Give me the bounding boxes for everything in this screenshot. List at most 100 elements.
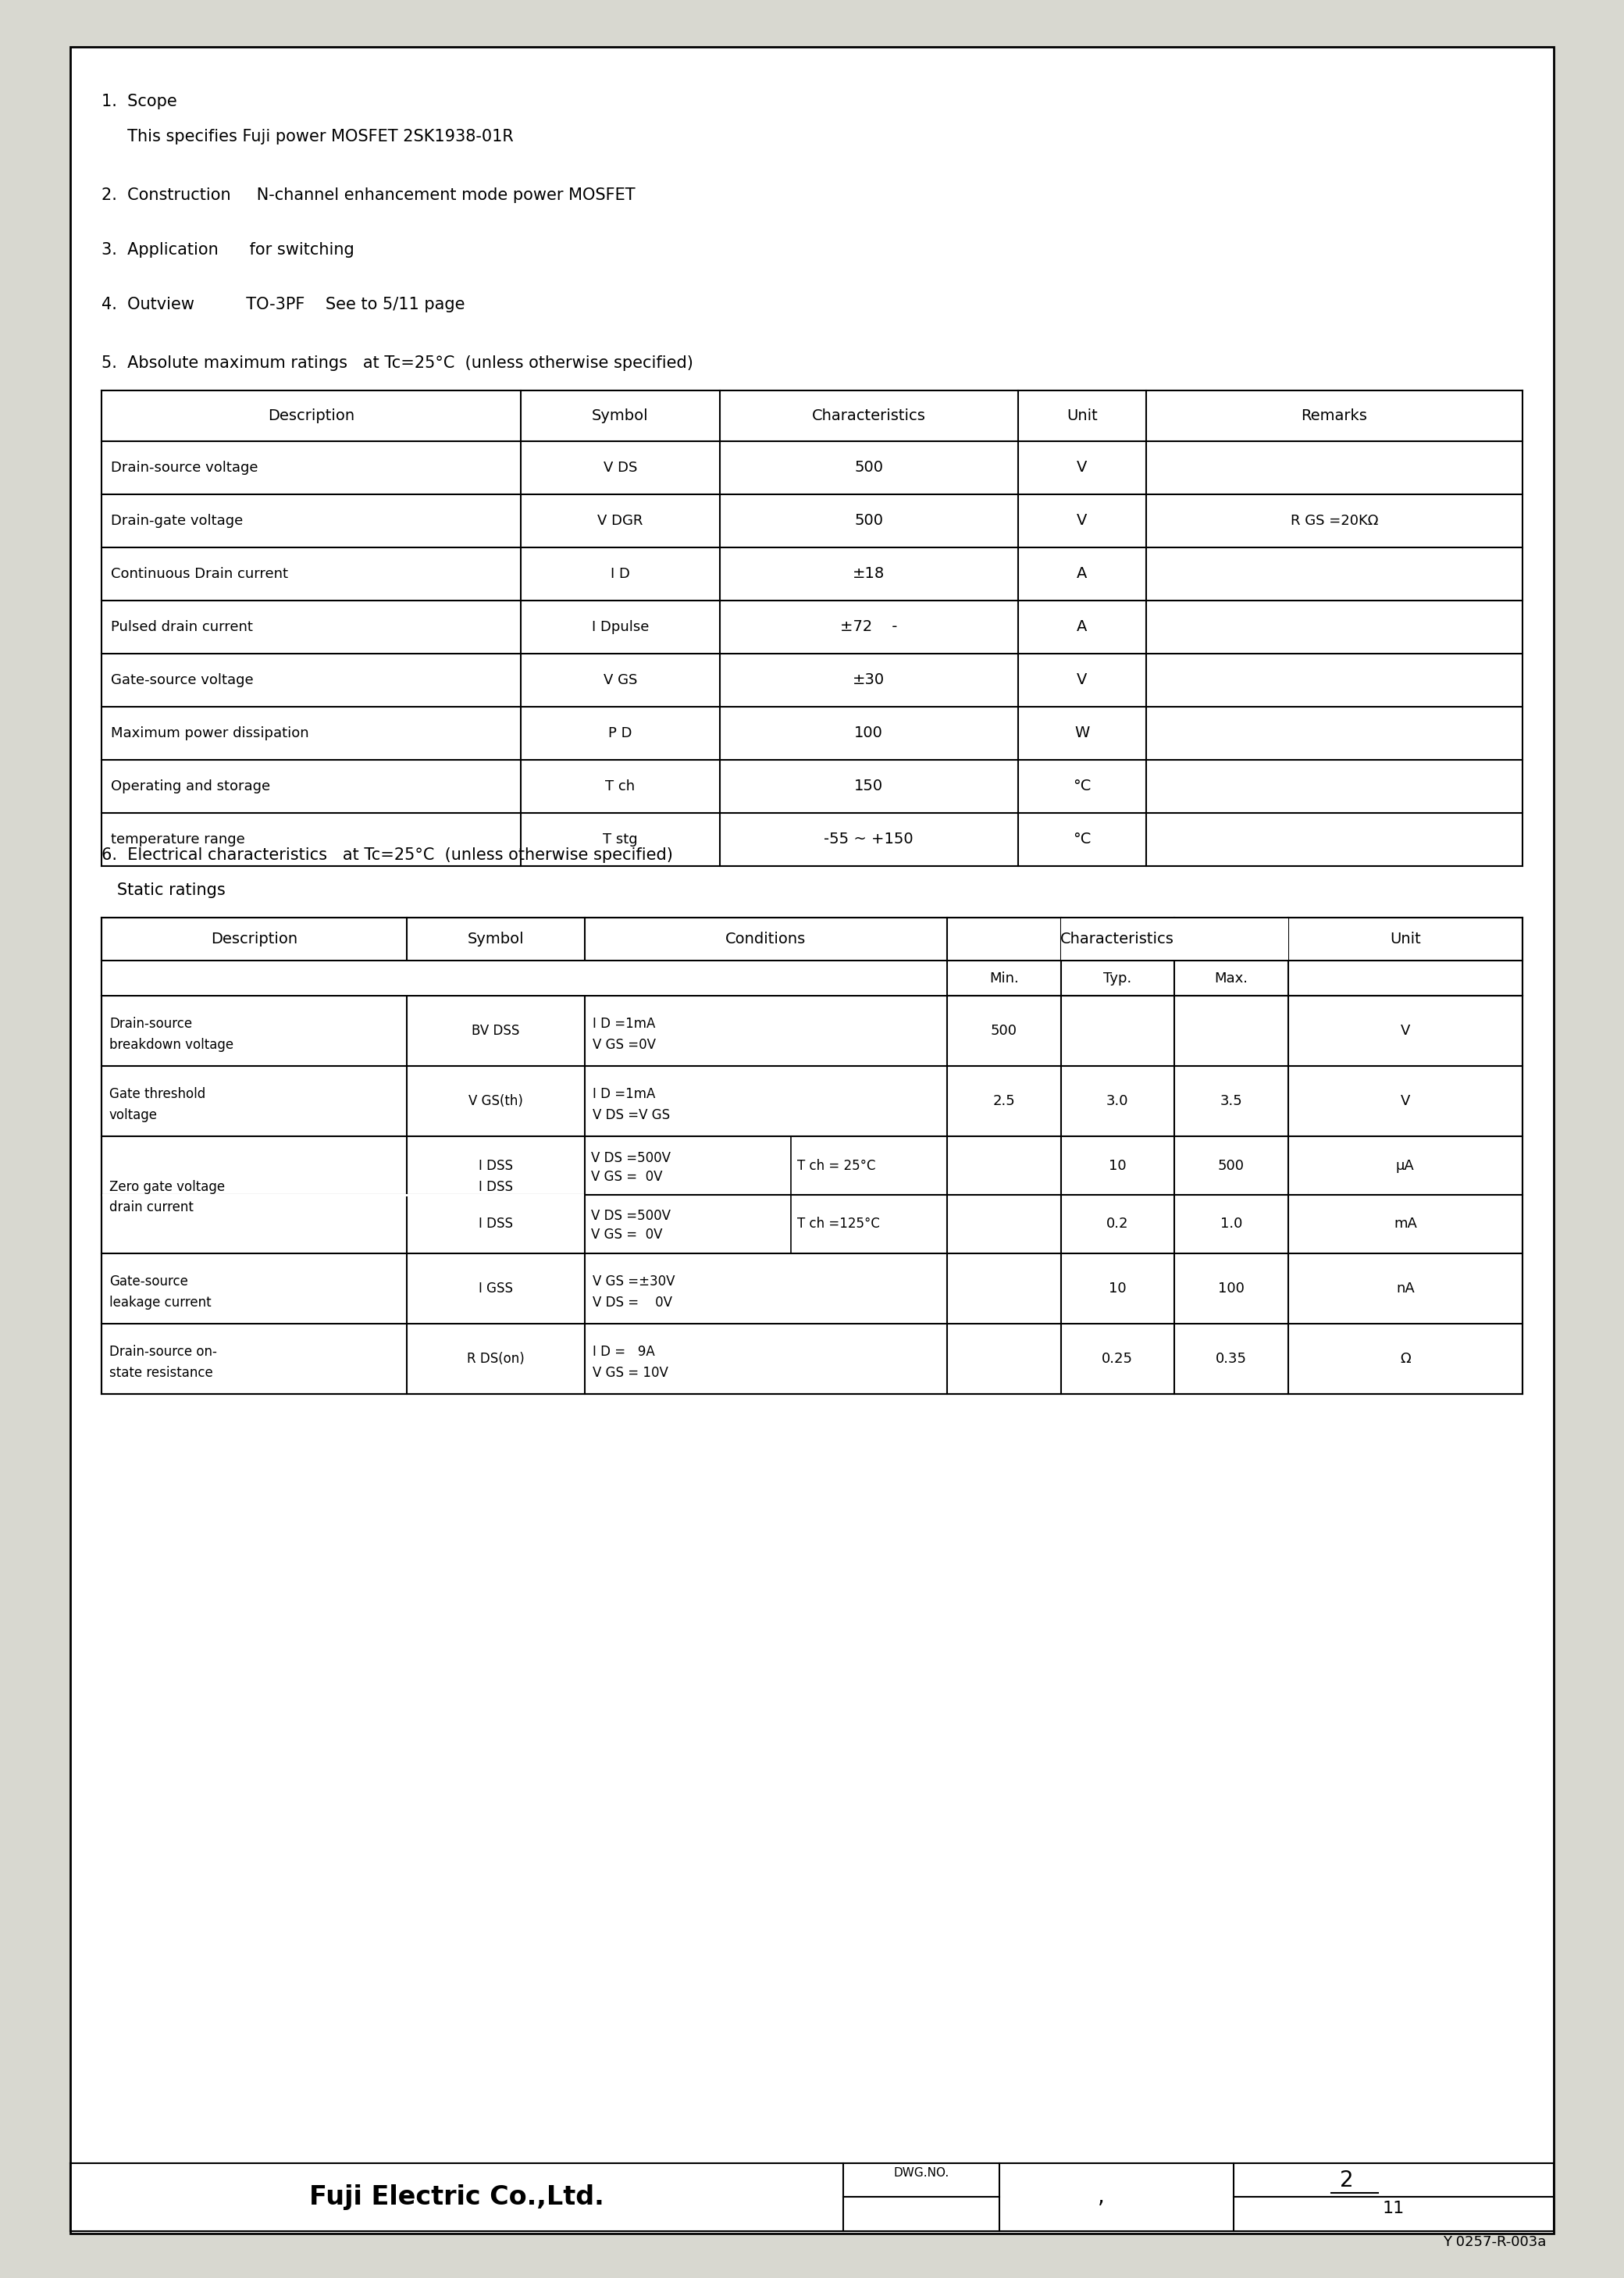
- Text: Conditions: Conditions: [726, 932, 806, 945]
- Text: ±30: ±30: [853, 672, 885, 688]
- Text: I DSS: I DSS: [479, 1160, 513, 1173]
- Text: A: A: [1077, 567, 1086, 581]
- Text: 500: 500: [991, 1023, 1017, 1039]
- Text: Fuji Electric Co.,Ltd.: Fuji Electric Co.,Ltd.: [309, 2185, 604, 2210]
- Text: Drain-source: Drain-source: [109, 1016, 192, 1032]
- Text: Gate threshold: Gate threshold: [109, 1087, 206, 1100]
- Text: 1.0: 1.0: [1220, 1216, 1242, 1230]
- Text: state resistance: state resistance: [109, 1367, 213, 1380]
- Text: Unit: Unit: [1067, 408, 1098, 424]
- Text: I GSS: I GSS: [479, 1283, 513, 1296]
- Bar: [101, 918, 1523, 1394]
- Text: 500: 500: [1218, 1160, 1244, 1173]
- Text: ,: ,: [1098, 2187, 1104, 2207]
- Text: V GS =0V: V GS =0V: [593, 1039, 656, 1052]
- Text: Y 0257-R-003a: Y 0257-R-003a: [1442, 2235, 1546, 2248]
- Text: -55 ~ +150: -55 ~ +150: [823, 831, 914, 847]
- Text: °C: °C: [1073, 779, 1091, 793]
- Text: 0.35: 0.35: [1216, 1351, 1247, 1367]
- Text: V: V: [1077, 513, 1086, 528]
- Text: V: V: [1077, 460, 1086, 476]
- Bar: [102, 961, 947, 995]
- Text: nA: nA: [1397, 1283, 1415, 1296]
- Text: 4.  Outview          TO-3PF    See to 5/11 page: 4. Outview TO-3PF See to 5/11 page: [101, 296, 464, 312]
- Text: Characteristics: Characteristics: [812, 408, 926, 424]
- Text: Pulsed drain current: Pulsed drain current: [110, 620, 253, 633]
- Text: V DS =    0V: V DS = 0V: [593, 1296, 672, 1310]
- Text: I D =1mA: I D =1mA: [593, 1087, 654, 1100]
- Text: Static ratings: Static ratings: [101, 882, 226, 898]
- Bar: [1174, 918, 1288, 959]
- Text: Max.: Max.: [1215, 970, 1247, 984]
- Text: 0.2: 0.2: [1106, 1216, 1129, 1230]
- Text: I DSS: I DSS: [479, 1180, 513, 1194]
- Text: Drain-source voltage: Drain-source voltage: [110, 460, 258, 474]
- Text: 2.  Construction     N-channel enhancement mode power MOSFET: 2. Construction N-channel enhancement mo…: [101, 187, 635, 203]
- Text: μA: μA: [1397, 1160, 1415, 1173]
- Text: 1.  Scope: 1. Scope: [101, 93, 177, 109]
- Text: Gate-source voltage: Gate-source voltage: [110, 674, 253, 688]
- Text: Zero gate voltage: Zero gate voltage: [109, 1180, 226, 1194]
- Text: 500: 500: [854, 460, 883, 476]
- Text: 5.  Absolute maximum ratings   at Tc=25°C  (unless otherwise specified): 5. Absolute maximum ratings at Tc=25°C (…: [101, 355, 693, 371]
- Text: P D: P D: [609, 727, 632, 740]
- Text: leakage current: leakage current: [109, 1296, 211, 1310]
- Text: V GS =  0V: V GS = 0V: [591, 1169, 663, 1185]
- Text: 10: 10: [1109, 1160, 1127, 1173]
- Text: Description: Description: [268, 408, 354, 424]
- Text: 11: 11: [1382, 2201, 1405, 2216]
- Text: Operating and storage: Operating and storage: [110, 779, 270, 793]
- Text: T stg: T stg: [603, 831, 638, 847]
- Text: BV DSS: BV DSS: [473, 1023, 520, 1039]
- Text: 100: 100: [854, 727, 883, 740]
- Text: W: W: [1075, 727, 1090, 740]
- Text: voltage: voltage: [109, 1107, 158, 1123]
- Text: Remarks: Remarks: [1301, 408, 1367, 424]
- Text: 0.25: 0.25: [1103, 1351, 1134, 1367]
- Text: V DS =V GS: V DS =V GS: [593, 1107, 669, 1123]
- Text: V DGR: V DGR: [598, 515, 643, 528]
- Text: °C: °C: [1073, 831, 1091, 847]
- Text: drain current: drain current: [109, 1201, 193, 1214]
- Bar: [1060, 918, 1174, 959]
- Text: I D =1mA: I D =1mA: [593, 1016, 654, 1032]
- Text: 500: 500: [854, 513, 883, 528]
- Text: I D: I D: [611, 567, 630, 581]
- Text: ±18: ±18: [853, 567, 885, 581]
- Text: V DS: V DS: [603, 460, 637, 474]
- Text: V: V: [1077, 672, 1086, 688]
- Text: V: V: [1400, 1023, 1410, 1039]
- Text: V GS: V GS: [603, 674, 637, 688]
- Text: R DS(on): R DS(on): [468, 1351, 525, 1367]
- Text: Maximum power dissipation: Maximum power dissipation: [110, 727, 309, 740]
- Text: temperature range: temperature range: [110, 831, 245, 847]
- Text: Unit: Unit: [1390, 932, 1421, 945]
- Text: T ch =125°C: T ch =125°C: [797, 1216, 880, 1230]
- Text: mA: mA: [1393, 1216, 1416, 1230]
- Text: V GS(th): V GS(th): [469, 1093, 523, 1107]
- Text: 6.  Electrical characteristics   at Tc=25°C  (unless otherwise specified): 6. Electrical characteristics at Tc=25°C…: [101, 847, 672, 863]
- Text: DWG.NO.: DWG.NO.: [893, 2166, 948, 2178]
- Text: 3.0: 3.0: [1106, 1093, 1129, 1107]
- Text: Min.: Min.: [989, 970, 1018, 984]
- Text: I DSS: I DSS: [479, 1216, 513, 1230]
- Text: This specifies Fuji power MOSFET 2SK1938-01R: This specifies Fuji power MOSFET 2SK1938…: [101, 130, 513, 144]
- Text: V DS =500V: V DS =500V: [591, 1210, 671, 1223]
- Text: 3.5: 3.5: [1220, 1093, 1242, 1107]
- Text: 2.5: 2.5: [992, 1093, 1015, 1107]
- Text: Characteristics: Characteristics: [1060, 932, 1174, 945]
- Text: T ch: T ch: [606, 779, 635, 793]
- Text: V GS = 10V: V GS = 10V: [593, 1367, 667, 1380]
- Text: Ω: Ω: [1400, 1351, 1411, 1367]
- Text: 10: 10: [1109, 1283, 1127, 1296]
- Text: Symbol: Symbol: [468, 932, 525, 945]
- Text: 3.  Application      for switching: 3. Application for switching: [101, 241, 354, 257]
- Text: V: V: [1400, 1093, 1410, 1107]
- Text: ±72    -: ±72 -: [840, 620, 898, 636]
- Text: Drain-gate voltage: Drain-gate voltage: [110, 515, 244, 528]
- Text: Gate-source: Gate-source: [109, 1273, 188, 1289]
- Text: breakdown voltage: breakdown voltage: [109, 1039, 234, 1052]
- Text: 2: 2: [1340, 2169, 1354, 2191]
- Text: I Dpulse: I Dpulse: [591, 620, 650, 633]
- Text: Description: Description: [211, 932, 297, 945]
